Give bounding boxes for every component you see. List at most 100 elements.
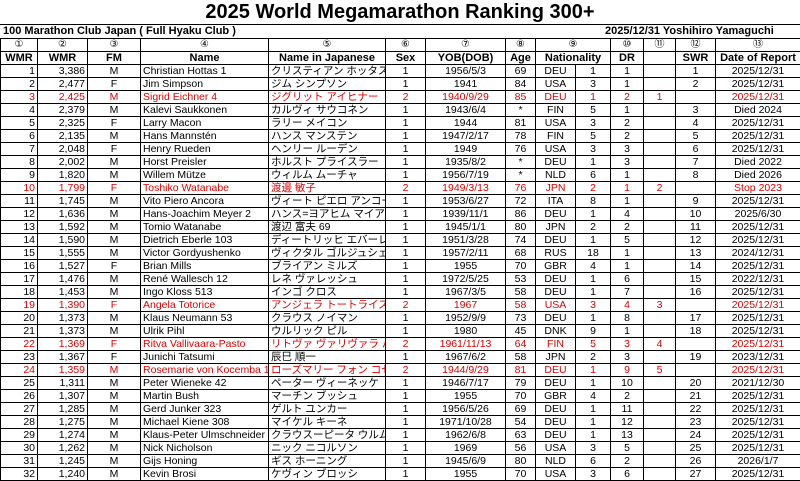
table-cell: 1 <box>386 221 426 234</box>
table-cell: 2,425 <box>38 91 88 104</box>
table-cell: 1 <box>386 117 426 130</box>
column-number: ⑩ <box>611 39 644 52</box>
table-cell: DEU <box>536 234 576 247</box>
table-cell: 1 <box>386 403 426 416</box>
table-cell: 8 <box>1 156 38 169</box>
table-cell: 1 <box>1 65 38 78</box>
table-cell: 2 <box>1 78 38 91</box>
table-cell: 2025/12/31 <box>716 286 800 299</box>
table-cell: 9 <box>676 195 716 208</box>
table-cell: 5 <box>576 130 611 143</box>
table-cell: 85 <box>506 91 536 104</box>
table-cell: 3 <box>611 338 644 351</box>
table-cell: 12 <box>611 416 644 429</box>
table-cell: 4 <box>576 390 611 403</box>
table-cell: ITA <box>536 195 576 208</box>
table-cell: F <box>88 338 141 351</box>
column-header: Date of Report <box>716 52 800 65</box>
table-cell: 3 <box>576 143 611 156</box>
table-cell: 3 <box>576 299 611 312</box>
table-cell: 9 <box>1 169 38 182</box>
table-cell: Brian Mills <box>141 260 269 273</box>
table-cell: 5 <box>676 130 716 143</box>
table-cell: 2025/6/30 <box>716 208 800 221</box>
table-cell: 1 <box>576 208 611 221</box>
table-cell: Jim Simpson <box>141 78 269 91</box>
column-header: WMR <box>1 52 38 65</box>
table-cell: ジム シンプソン <box>269 78 386 91</box>
table-cell: 1945/6/9 <box>426 455 506 468</box>
table-cell: ハンス マンステン <box>269 130 386 143</box>
table-cell: USA <box>536 143 576 156</box>
table-cell: 3 <box>611 156 644 169</box>
table-cell: 2025/12/31 <box>716 130 800 143</box>
table-cell: Kevin Brosi <box>141 468 269 481</box>
table-cell: 2 <box>386 91 426 104</box>
column-number: ⑥ <box>386 39 426 52</box>
table-cell <box>644 156 676 169</box>
table-cell: 3 <box>576 117 611 130</box>
table-cell: 80 <box>506 455 536 468</box>
column-number: ③ <box>88 39 141 52</box>
table-cell: 1 <box>576 416 611 429</box>
table-cell: 2025/12/31 <box>716 143 800 156</box>
table-cell: 1 <box>386 104 426 117</box>
table-cell: 2025/12/31 <box>716 403 800 416</box>
table-cell: 81 <box>506 364 536 377</box>
table-cell: 10 <box>1 182 38 195</box>
table-cell: Tomio Watanabe <box>141 221 269 234</box>
table-cell: 2021/12/30 <box>716 377 800 390</box>
subheader: 100 Marathon Club Japan ( Full Hyaku Clu… <box>0 24 800 38</box>
table-cell: 1 <box>386 195 426 208</box>
table-cell: 16 <box>1 260 38 273</box>
table-cell: 1 <box>576 65 611 78</box>
table-cell: 74 <box>506 234 536 247</box>
table-cell: 1 <box>611 182 644 195</box>
table-cell: 13 <box>676 247 716 260</box>
table-cell: DNK <box>536 325 576 338</box>
table-cell: 渡辺 富夫 69 <box>269 221 386 234</box>
table-cell: 1945/1/1 <box>426 221 506 234</box>
table-cell: 2022/12/31 <box>716 273 800 286</box>
table-cell: 1 <box>386 247 426 260</box>
report-info: 2025/12/31 Yoshihiro Yamaguchi <box>605 25 774 38</box>
table-cell: M <box>88 442 141 455</box>
table-cell: 2025/12/31 <box>716 78 800 91</box>
table-cell: 25 <box>676 442 716 455</box>
table-cell: ニック ニコルソン <box>269 442 386 455</box>
table-cell: 2 <box>386 338 426 351</box>
table-cell: 1,476 <box>38 273 88 286</box>
table-cell: 1 <box>386 429 426 442</box>
table-cell <box>644 273 676 286</box>
table-cell: 1949/3/13 <box>426 182 506 195</box>
table-cell: M <box>88 195 141 208</box>
column-number: ① <box>1 39 38 52</box>
table-cell: 1,285 <box>38 403 88 416</box>
table-cell: M <box>88 104 141 117</box>
table-cell: 2,048 <box>38 143 88 156</box>
table-cell <box>644 325 676 338</box>
table-cell: DEU <box>536 286 576 299</box>
column-number: ⑪ <box>644 39 676 52</box>
table-cell: DEU <box>536 416 576 429</box>
column-number: ⑧ <box>506 39 536 52</box>
table-cell: 64 <box>506 338 536 351</box>
table-cell: FIN <box>536 130 576 143</box>
column-header: YOB(DOB) <box>426 52 506 65</box>
table-cell: 12 <box>1 208 38 221</box>
table-cell: M <box>88 312 141 325</box>
table-cell: 6 <box>676 143 716 156</box>
table-cell: M <box>88 156 141 169</box>
table-cell: アンジェラ トートライス <box>269 299 386 312</box>
table-cell: FIN <box>536 104 576 117</box>
column-number: ⑫ <box>676 39 716 52</box>
table-cell <box>644 65 676 78</box>
